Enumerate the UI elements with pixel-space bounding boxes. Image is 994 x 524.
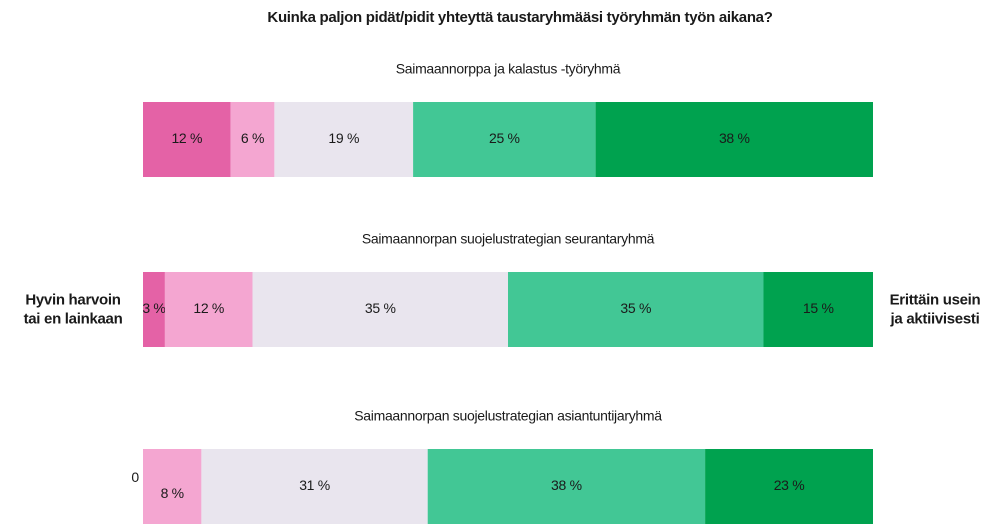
value-label: 19 %	[328, 130, 359, 146]
bar-segment	[413, 102, 596, 177]
bar-segment	[763, 272, 873, 347]
value-label: 35 %	[365, 300, 396, 316]
value-label: 31 %	[299, 477, 330, 493]
bar-segment	[508, 272, 764, 347]
group-title: Saimaannorpan suojelustrategian seuranta…	[362, 231, 655, 247]
group-title: Saimaannorppa ja kalastus -työryhmä	[396, 61, 621, 77]
group-title: Saimaannorpan suojelustrategian asiantun…	[354, 408, 662, 424]
value-label: 6 %	[241, 130, 264, 146]
bar-segment	[201, 449, 428, 524]
value-label: 35 %	[620, 300, 651, 316]
bar-segment	[705, 449, 873, 524]
bar-segment	[143, 449, 202, 524]
value-label: 12 %	[171, 130, 202, 146]
bar-segment	[143, 102, 231, 177]
value-label: 8 %	[161, 485, 184, 501]
value-label: 12 %	[193, 300, 224, 316]
end-label: Hyvin harvoin	[25, 291, 120, 308]
bar-segment	[595, 102, 873, 177]
value-label: 38 %	[719, 130, 750, 146]
bar-segment	[230, 102, 275, 177]
value-label: 15 %	[803, 300, 834, 316]
bar-segment	[274, 102, 414, 177]
bar-segment	[427, 449, 706, 524]
bar-segment	[252, 272, 508, 347]
end-label: ja aktiivisesti	[890, 310, 980, 327]
bar-segment	[164, 272, 253, 347]
bar-segment	[143, 272, 165, 347]
value-label: 3 %	[142, 300, 165, 316]
chart-title: Kuinka paljon pidät/pidit yhteyttä taust…	[267, 9, 772, 26]
value-label: 23 %	[774, 477, 805, 493]
value-label: 25 %	[489, 130, 520, 146]
end-label: tai en lainkaan	[24, 310, 123, 327]
value-label: 38 %	[551, 477, 582, 493]
end-label: Erittäin usein	[890, 291, 981, 308]
